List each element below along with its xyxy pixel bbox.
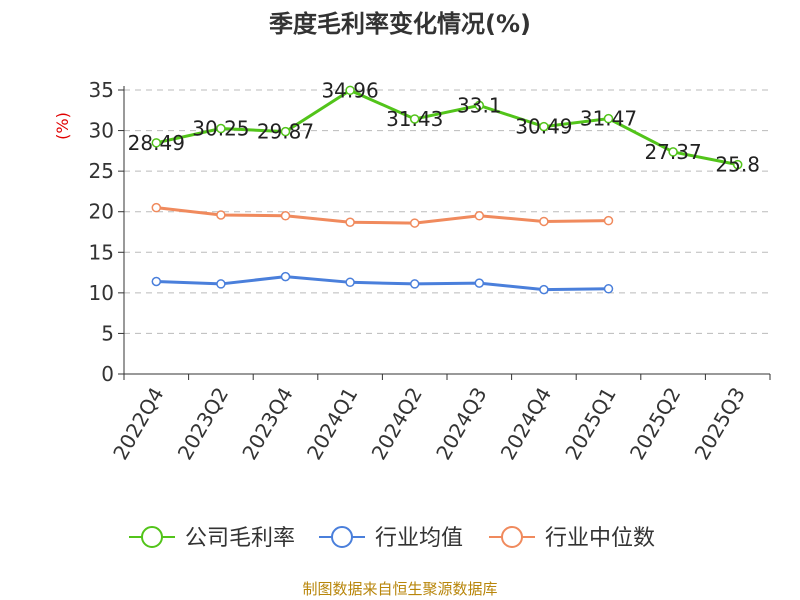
data-label: 30.25 <box>192 117 249 141</box>
data-label: 30.49 <box>515 115 572 139</box>
legend-item[interactable]: 行业均值 <box>319 526 463 551</box>
data-label: 27.37 <box>644 140 701 164</box>
data-point[interactable] <box>409 279 420 289</box>
legend-item[interactable]: 行业中位数 <box>489 526 655 551</box>
x-tick-label: 2023Q2 <box>173 383 233 464</box>
data-label: 31.43 <box>386 107 443 131</box>
x-tick-label: 2024Q4 <box>496 383 556 464</box>
series-line <box>156 206 609 225</box>
x-tick-label: 2023Q4 <box>237 383 297 464</box>
data-point[interactable] <box>474 211 485 221</box>
legend-label: 公司毛利率 <box>185 526 295 551</box>
grid <box>124 89 770 334</box>
data-point[interactable] <box>539 121 549 132</box>
x-tick-label: 2025Q2 <box>625 383 685 464</box>
data-label: 29.87 <box>257 120 314 144</box>
data-point[interactable] <box>474 100 485 111</box>
x-tick-label: 2022Q4 <box>108 383 168 464</box>
x-tick-label: 2025Q1 <box>560 383 620 464</box>
legend-marker <box>501 526 523 548</box>
y-tick-label: 10 <box>89 281 114 305</box>
legend[interactable]: 公司毛利率 行业均值 行业中位数 <box>129 526 655 551</box>
chart-title: 季度毛利率变化情况(%) <box>269 10 531 38</box>
data-point[interactable] <box>216 123 226 134</box>
y-tick-label: 30 <box>89 119 114 143</box>
data-label: 34.96 <box>321 78 378 102</box>
series-line <box>156 275 609 292</box>
data-point[interactable] <box>280 271 291 282</box>
data-point[interactable] <box>603 284 614 294</box>
series-line <box>155 88 738 167</box>
y-tick-label: 15 <box>89 240 114 264</box>
y-tick-label: 25 <box>89 159 114 183</box>
series-layer <box>151 85 743 295</box>
data-point[interactable] <box>603 215 614 226</box>
data-point[interactable] <box>345 277 355 288</box>
data-point[interactable] <box>603 113 614 124</box>
data-point[interactable] <box>409 114 420 124</box>
data-point[interactable] <box>539 284 549 295</box>
source-note: 制图数据来自恒生聚源数据库 <box>302 580 497 598</box>
data-point[interactable] <box>409 218 420 228</box>
data-point[interactable] <box>668 147 678 157</box>
y-tick-label: 5 <box>101 321 114 345</box>
data-label: 25.8 <box>715 153 760 177</box>
legend-marker <box>141 526 163 548</box>
data-point[interactable] <box>151 276 162 287</box>
data-label: 33.1 <box>457 93 502 117</box>
data-label: 31.47 <box>580 107 637 131</box>
data-point[interactable] <box>539 216 549 227</box>
data-point[interactable] <box>216 279 226 289</box>
data-point[interactable] <box>732 159 743 170</box>
data-point[interactable] <box>474 278 485 288</box>
y-axis-label: (%) <box>53 112 72 140</box>
y-tick-label: 35 <box>89 78 114 102</box>
x-tick-label: 2025Q3 <box>690 383 750 464</box>
data-point[interactable] <box>280 126 291 137</box>
data-point[interactable] <box>151 138 162 148</box>
x-tick-label: 2024Q2 <box>367 383 427 464</box>
data-point[interactable] <box>216 210 226 220</box>
y-tick-label: 0 <box>101 362 114 386</box>
data-point[interactable] <box>345 217 355 228</box>
data-point[interactable] <box>345 85 355 96</box>
legend-label: 行业均值 <box>375 526 463 551</box>
x-tick-label: 2024Q1 <box>302 383 362 464</box>
legend-item[interactable]: 公司毛利率 <box>129 526 295 551</box>
y-tick-label: 20 <box>89 200 114 224</box>
data-point[interactable] <box>151 202 162 213</box>
data-label: 28.49 <box>128 131 185 155</box>
legend-label: 行业中位数 <box>545 526 655 551</box>
legend-marker <box>331 526 353 548</box>
data-labels: 28.49 30.25 29.87 34.96 31.43 33.1 30.49 31.47 2… <box>128 78 760 176</box>
data-point[interactable] <box>280 211 291 221</box>
x-tick-label: 2024Q3 <box>431 383 491 464</box>
